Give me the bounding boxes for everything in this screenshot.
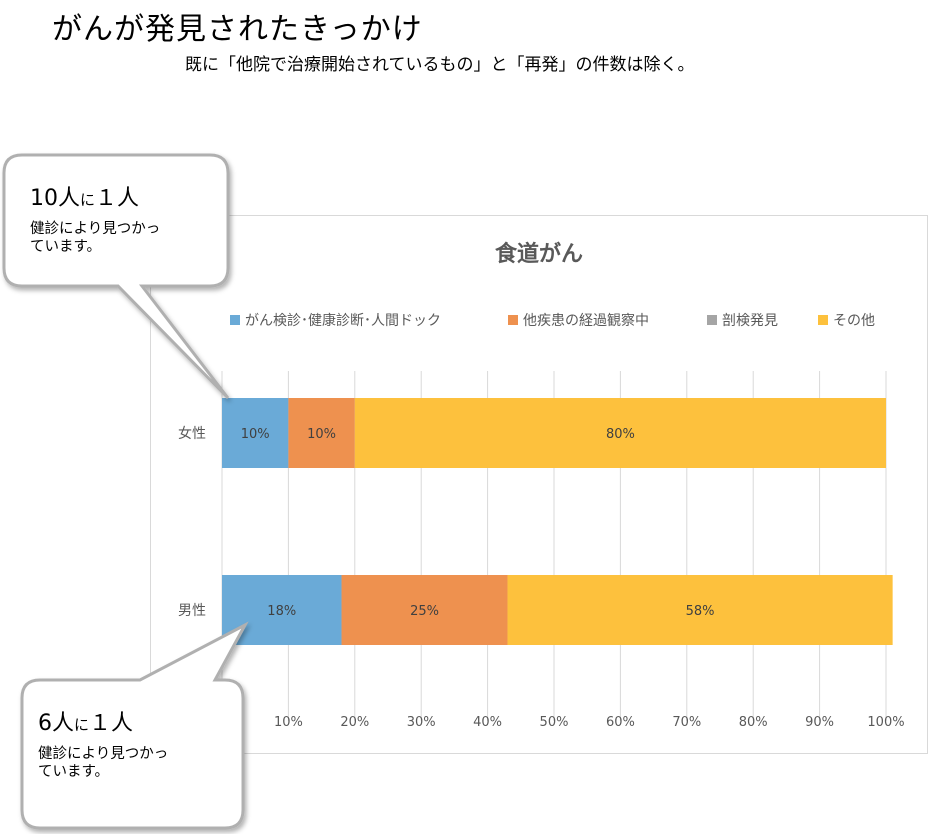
x-tick-label-40: 40% bbox=[473, 715, 502, 730]
legend-label-1: 他疾患の経過観察中 bbox=[523, 312, 649, 329]
data-label-1-3: 58% bbox=[686, 604, 715, 619]
legend-swatch-0 bbox=[230, 315, 240, 325]
legend-swatch-2 bbox=[707, 315, 717, 325]
x-tick-label-50: 50% bbox=[540, 715, 569, 730]
data-label-0-0: 10% bbox=[241, 427, 270, 442]
data-label-0-3: 80% bbox=[606, 427, 635, 442]
x-tick-label-10: 10% bbox=[274, 715, 303, 730]
callout-female-ratio: 10人に１人 bbox=[30, 186, 140, 211]
callout-female-text: 健診により見つかっ ています。 bbox=[30, 221, 161, 255]
legend-label-0: がん検診･健康診断･人間ドック bbox=[245, 312, 441, 329]
legend-swatch-1 bbox=[508, 315, 518, 325]
callout-bubble-female bbox=[2, 153, 230, 400]
x-tick-label-100: 100% bbox=[867, 715, 904, 730]
data-label-1-1: 25% bbox=[410, 604, 439, 619]
bar-0-series-1 bbox=[288, 398, 355, 468]
stacked-bar-chart: 10% 20% 30% 40% 50% 60% 70% 80% 90% 100% 女性 10% 10% 8… bbox=[178, 312, 905, 730]
bar-1-series-1 bbox=[341, 575, 508, 645]
chart-frame: 食道がん 10% 20% 30% 40% 50% 60% 70% 80% 90% 100% 女性 10… bbox=[150, 215, 928, 754]
page-title: がんが発見されたきっかけ bbox=[52, 12, 423, 47]
bar-1-series-3 bbox=[507, 575, 893, 645]
data-label-0-1: 10% bbox=[307, 427, 336, 442]
bar-0-series-0 bbox=[222, 398, 289, 468]
legend-swatch-3 bbox=[818, 315, 828, 325]
category-label-1: 男性 bbox=[178, 603, 206, 619]
x-tick-label-60: 60% bbox=[606, 715, 635, 730]
x-tick-label-70: 70% bbox=[672, 715, 701, 730]
x-tick-label-30: 30% bbox=[407, 715, 436, 730]
category-label-0: 女性 bbox=[178, 425, 206, 442]
x-tick-label-20: 20% bbox=[340, 715, 369, 730]
bar-0-series-3 bbox=[354, 398, 886, 468]
legend-label-2: 剖検発見 bbox=[722, 313, 778, 329]
x-tick-label-90: 90% bbox=[805, 715, 834, 730]
chart-title: 食道がん bbox=[494, 242, 583, 267]
callout-bubble-male bbox=[20, 621, 249, 830]
x-tick-label-80: 80% bbox=[739, 715, 768, 730]
legend-label-3: その他 bbox=[833, 313, 875, 329]
callout-male-ratio: 6人に１人 bbox=[38, 711, 134, 736]
page-subtitle: 既に「他院で治療開始されているもの」と「再発」の件数は除く。 bbox=[185, 55, 695, 75]
callout-male-text: 健診により見つかっ ています。 bbox=[38, 746, 169, 780]
data-label-1-0: 18% bbox=[267, 604, 296, 619]
